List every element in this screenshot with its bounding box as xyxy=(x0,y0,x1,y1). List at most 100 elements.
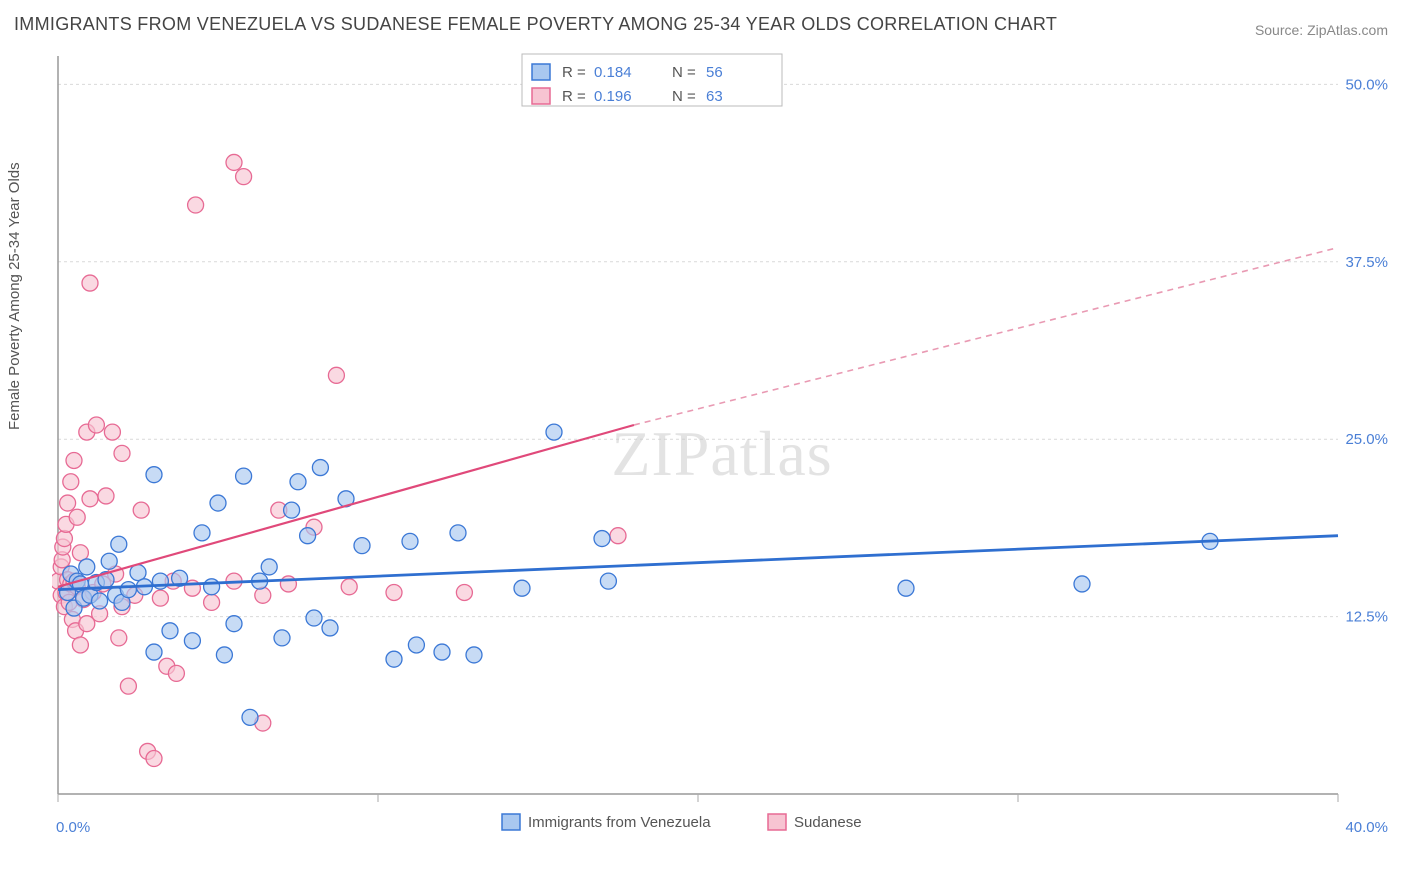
svg-text:40.0%: 40.0% xyxy=(1345,819,1388,836)
legend-swatch-icon xyxy=(502,814,520,830)
scatter-point xyxy=(101,553,117,569)
scatter-point xyxy=(204,579,220,595)
scatter-point xyxy=(386,651,402,667)
scatter-point xyxy=(88,417,104,433)
scatter-point xyxy=(546,424,562,440)
scatter-point xyxy=(98,488,114,504)
scatter-point xyxy=(610,528,626,544)
scatter-point xyxy=(514,580,530,596)
scatter-point xyxy=(120,582,136,598)
scatter-point xyxy=(146,751,162,767)
scatter-point xyxy=(210,495,226,511)
scatter-point xyxy=(322,620,338,636)
scatter-point xyxy=(184,633,200,649)
x-bound-labels: 0.0% 40.0% xyxy=(56,819,1388,836)
scatter-point xyxy=(133,502,149,518)
scatter-point xyxy=(188,197,204,213)
scatter-chart-svg: ZIPatlas 12.5% 25.0% 37.5% 50.0% R = 0.184 N… xyxy=(52,50,1392,840)
scatter-point xyxy=(312,460,328,476)
scatter-point xyxy=(111,630,127,646)
scatter-point xyxy=(594,531,610,547)
scatter-point xyxy=(226,154,242,170)
scatter-point xyxy=(408,637,424,653)
svg-text:50.0%: 50.0% xyxy=(1345,76,1388,93)
svg-text:0.0%: 0.0% xyxy=(56,819,90,836)
scatter-point xyxy=(146,467,162,483)
scatter-point xyxy=(236,468,252,484)
trend-venezuela xyxy=(58,536,1338,590)
scatter-point xyxy=(898,580,914,596)
scatter-point xyxy=(63,474,79,490)
y-tick-labels: 12.5% 25.0% 37.5% 50.0% xyxy=(1345,76,1388,625)
scatter-point xyxy=(450,525,466,541)
y-axis-label: Female Poverty Among 25-34 Year Olds xyxy=(6,162,23,430)
scatter-point xyxy=(274,630,290,646)
scatter-point xyxy=(255,587,271,603)
scatter-point xyxy=(79,559,95,575)
legend-n-value: 63 xyxy=(706,88,723,105)
chart-area: ZIPatlas 12.5% 25.0% 37.5% 50.0% R = 0.184 N… xyxy=(52,50,1392,840)
legend-n-value: 56 xyxy=(706,64,723,81)
legend-series-label: Sudanese xyxy=(794,814,862,831)
scatter-point xyxy=(284,502,300,518)
legend-stats: R = 0.184 N = 56 R = 0.196 N = 63 xyxy=(522,54,782,106)
legend-swatch-icon xyxy=(768,814,786,830)
scatter-point xyxy=(60,495,76,511)
scatter-point xyxy=(306,610,322,626)
x-tick-marks xyxy=(58,794,1338,802)
scatter-point xyxy=(204,594,220,610)
legend-series: Immigrants from Venezuela Sudanese xyxy=(502,814,862,831)
scatter-point xyxy=(402,533,418,549)
watermark-text: ZIPatlas xyxy=(611,418,832,489)
source-link[interactable]: ZipAtlas.com xyxy=(1307,22,1388,38)
scatter-point xyxy=(66,452,82,468)
scatter-point xyxy=(242,709,258,725)
svg-text:25.0%: 25.0% xyxy=(1345,431,1388,448)
svg-text:12.5%: 12.5% xyxy=(1345,609,1388,626)
scatter-point xyxy=(466,647,482,663)
scatter-point xyxy=(120,678,136,694)
legend-series-label: Immigrants from Venezuela xyxy=(528,814,711,831)
scatter-point xyxy=(216,647,232,663)
scatter-point xyxy=(152,590,168,606)
scatter-point xyxy=(104,424,120,440)
scatter-point xyxy=(354,538,370,554)
series-sudanese-points xyxy=(52,154,626,766)
scatter-point xyxy=(290,474,306,490)
scatter-point xyxy=(341,579,357,595)
scatter-point xyxy=(226,616,242,632)
scatter-point xyxy=(261,559,277,575)
legend-swatch-icon xyxy=(532,64,550,80)
legend-n-label: N = xyxy=(672,88,696,105)
legend-swatch-icon xyxy=(532,88,550,104)
scatter-point xyxy=(111,536,127,552)
scatter-point xyxy=(168,665,184,681)
trend-sudanese-extrapolated xyxy=(634,248,1338,425)
scatter-point xyxy=(162,623,178,639)
legend-r-value: 0.184 xyxy=(594,64,632,81)
scatter-point xyxy=(56,531,72,547)
scatter-point xyxy=(328,367,344,383)
scatter-point xyxy=(456,584,472,600)
source-prefix: Source: xyxy=(1255,22,1307,38)
scatter-point xyxy=(82,275,98,291)
svg-text:37.5%: 37.5% xyxy=(1345,254,1388,271)
scatter-point xyxy=(114,445,130,461)
gridlines xyxy=(58,84,1338,616)
legend-n-label: N = xyxy=(672,64,696,81)
scatter-point xyxy=(69,509,85,525)
scatter-point xyxy=(386,584,402,600)
scatter-point xyxy=(194,525,210,541)
legend-r-label: R = xyxy=(562,64,586,81)
scatter-point xyxy=(92,593,108,609)
scatter-point xyxy=(146,644,162,660)
legend-r-value: 0.196 xyxy=(594,88,632,105)
chart-title: IMMIGRANTS FROM VENEZUELA VS SUDANESE FE… xyxy=(14,14,1057,35)
scatter-point xyxy=(236,169,252,185)
scatter-point xyxy=(72,637,88,653)
source-credit: Source: ZipAtlas.com xyxy=(1255,22,1388,38)
legend-r-label: R = xyxy=(562,88,586,105)
scatter-point xyxy=(300,528,316,544)
scatter-point xyxy=(600,573,616,589)
scatter-point xyxy=(1074,576,1090,592)
